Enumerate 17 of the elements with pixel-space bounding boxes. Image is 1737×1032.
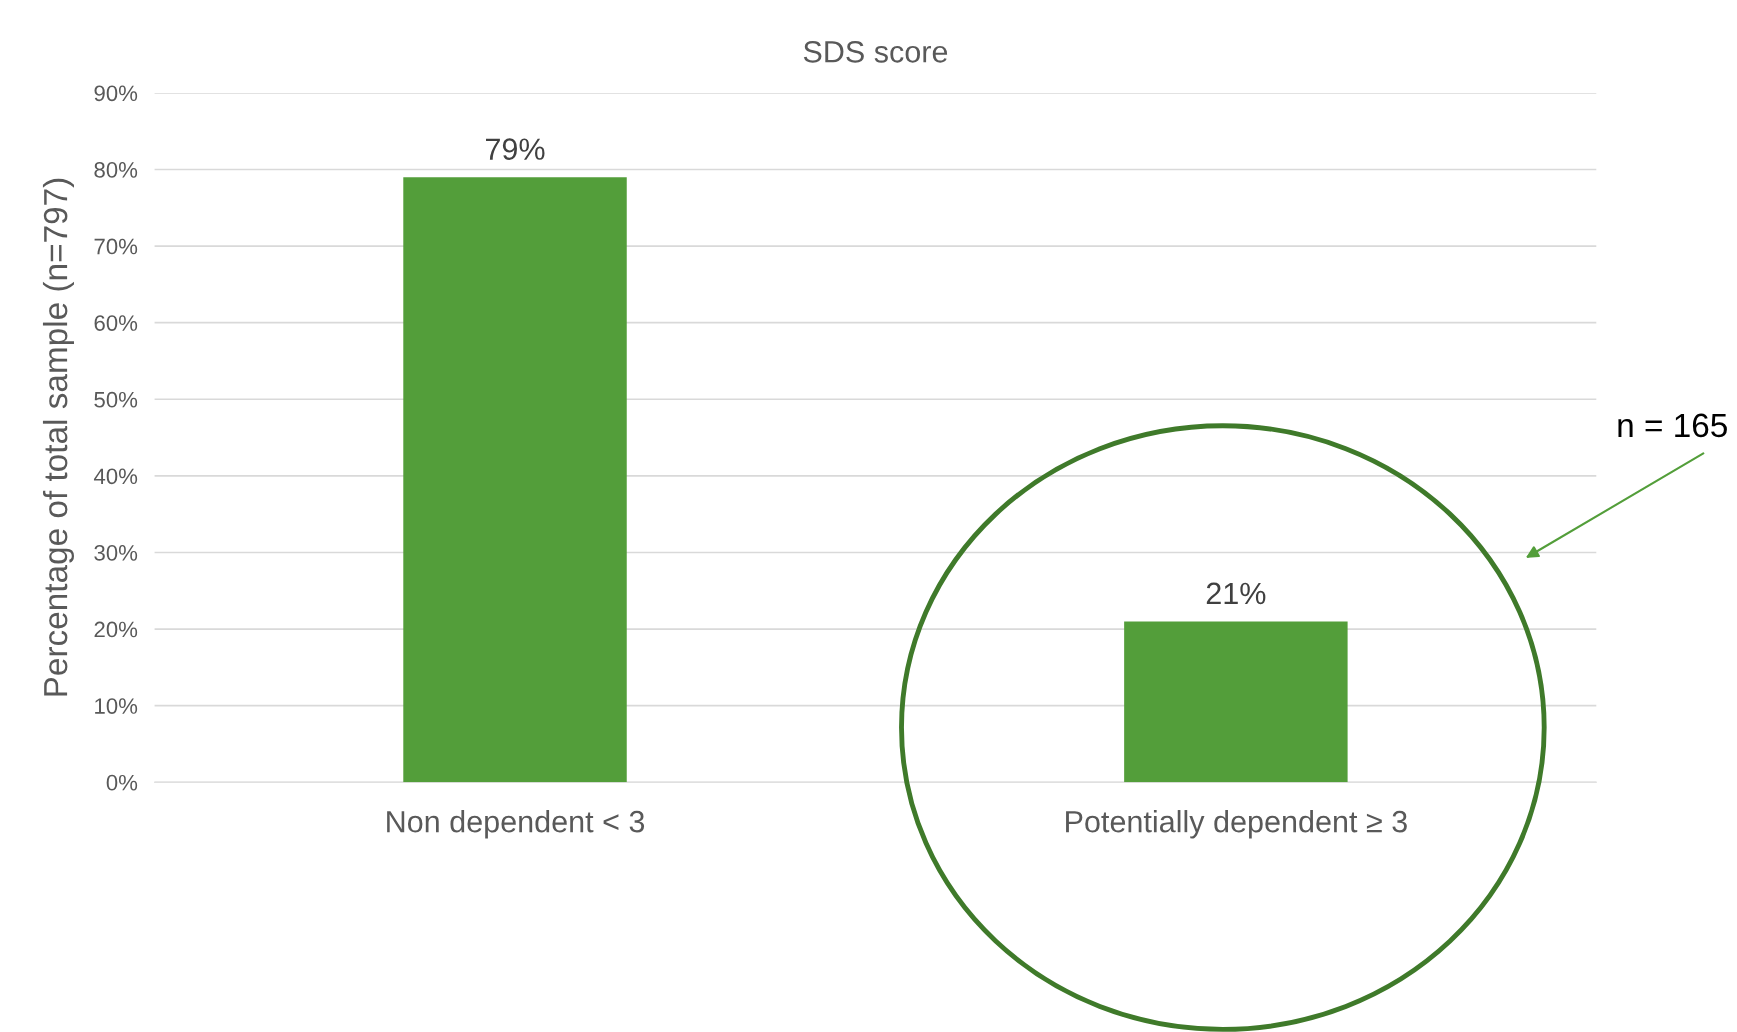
y-tick-label: 10% (95, 698, 138, 714)
y-tick-label: 40% (93, 468, 138, 485)
data-label: 21% (1206, 582, 1266, 605)
chart-title: SDS score (803, 40, 948, 63)
x-tick-label: Non dependent < 3 (387, 810, 645, 839)
y-tick-label: 20% (94, 621, 138, 638)
y-tick-label: 70% (94, 238, 138, 255)
y-tick-label: 60% (94, 315, 138, 331)
y-tick-label: 80% (94, 162, 138, 178)
x-tick-label: Potentially dependent ≥ 3 (1066, 810, 1407, 839)
text: n = 165 (1618, 413, 1727, 438)
y-tick-label: 50% (94, 391, 138, 408)
data-label: 79% (486, 138, 545, 160)
y-axis-title: Percentage of total sample (n=797) (42, 178, 75, 696)
y-tick-label: 90% (94, 85, 138, 102)
y-tick-label: 30% (94, 545, 138, 561)
y-tick-label: 0% (106, 774, 138, 791)
